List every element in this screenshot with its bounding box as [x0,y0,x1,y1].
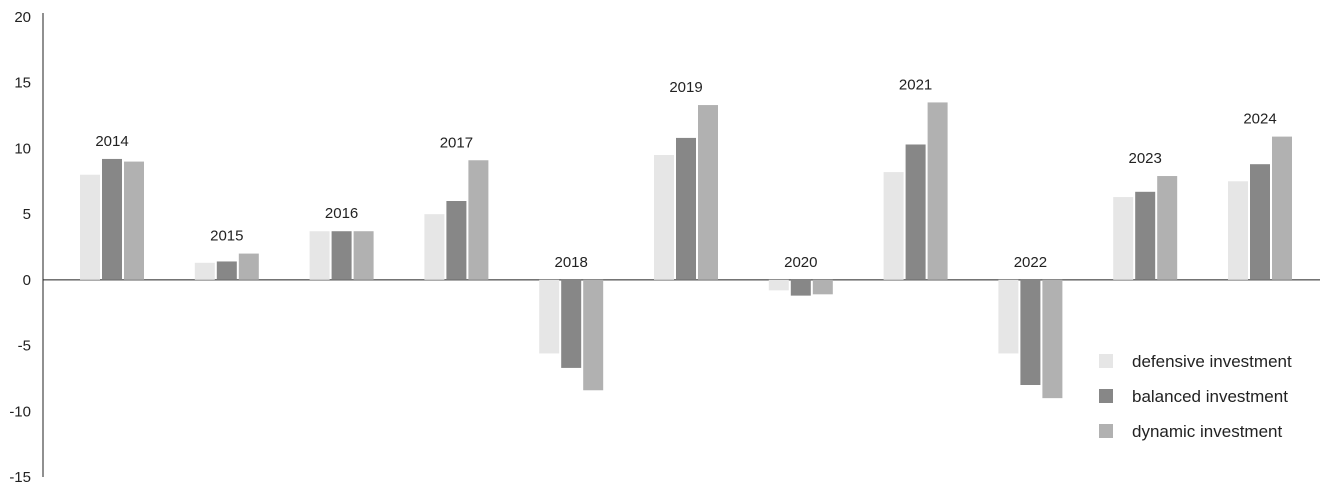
y-tick-label: -5 [18,338,31,355]
bar-defensive-investment-2017 [424,214,445,280]
legend-swatch [1099,354,1113,368]
bar-balanced-investment-2022 [1020,279,1041,385]
y-tick-label: 0 [23,272,31,289]
bar-dynamic-investment-2015 [238,253,259,280]
category-label-2018: 2018 [555,254,588,271]
bar-balanced-investment-2021 [905,144,926,280]
bar-defensive-investment-2014 [80,174,100,280]
legend-label: balanced investment [1132,387,1288,406]
bar-defensive-investment-2023 [1113,197,1134,280]
category-label-2016: 2016 [325,205,358,222]
legend: defensive investment balanced investment d… [1099,352,1292,441]
y-tick-label: -10 [9,403,31,420]
bars [80,102,1292,399]
category-label-2020: 2020 [784,254,817,271]
category-label-2024: 2024 [1243,111,1276,128]
y-tick-label: 10 [14,140,31,157]
legend-swatch [1099,389,1113,403]
bar-balanced-investment-2024 [1250,164,1270,280]
bar-dynamic-investment-2018 [583,279,604,391]
bar-dynamic-investment-2019 [698,105,718,280]
y-tick-label: 5 [23,206,31,223]
bar-defensive-investment-2018 [539,279,560,354]
bar-defensive-investment-2015 [194,262,215,280]
category-label-2014: 2014 [95,133,128,150]
bar-balanced-investment-2020 [790,279,811,296]
bar-balanced-investment-2019 [676,137,696,280]
bar-defensive-investment-2021 [883,172,904,280]
bar-dynamic-investment-2014 [124,161,144,280]
bar-dynamic-investment-2021 [927,102,948,280]
bar-defensive-investment-2024 [1228,181,1248,280]
bar-balanced-investment-2017 [446,201,467,280]
bar-balanced-investment-2023 [1135,191,1156,280]
bar-balanced-investment-2015 [216,261,237,280]
category-label-2017: 2017 [440,134,473,151]
category-label-2022: 2022 [1014,254,1047,271]
bar-dynamic-investment-2017 [468,160,489,280]
bar-defensive-investment-2022 [998,279,1019,354]
category-label-2019: 2019 [669,79,702,96]
bar-dynamic-investment-2023 [1157,176,1178,280]
bar-balanced-investment-2016 [331,231,352,280]
y-tick-label: 15 [14,75,31,92]
category-label-2023: 2023 [1129,150,1162,167]
legend-swatch [1099,424,1113,438]
category-label-2021: 2021 [899,76,932,93]
legend-item-dynamic-investment: dynamic investment [1099,422,1283,441]
bar-dynamic-investment-2020 [812,279,833,295]
y-tick-label: 20 [14,9,31,26]
legend-label: dynamic investment [1132,422,1283,441]
category-label-2015: 2015 [210,228,243,245]
legend-label: defensive investment [1132,352,1292,371]
category-labels: 2014 2015 2016 2017 2018 2019 2020 2021 2022 2023… [95,76,1276,270]
bar-dynamic-investment-2024 [1272,136,1292,280]
bar-balanced-investment-2018 [561,279,582,368]
bar-dynamic-investment-2022 [1042,279,1063,399]
bar-defensive-investment-2020 [768,279,789,291]
bar-defensive-investment-2016 [309,231,330,280]
y-tick-label: -15 [9,469,31,483]
bar-dynamic-investment-2016 [353,231,374,280]
legend-item-defensive-investment: defensive investment [1099,352,1292,371]
bar-defensive-investment-2019 [654,155,674,280]
bar-balanced-investment-2014 [102,158,122,280]
legend-item-balanced-investment: balanced investment [1099,387,1288,406]
